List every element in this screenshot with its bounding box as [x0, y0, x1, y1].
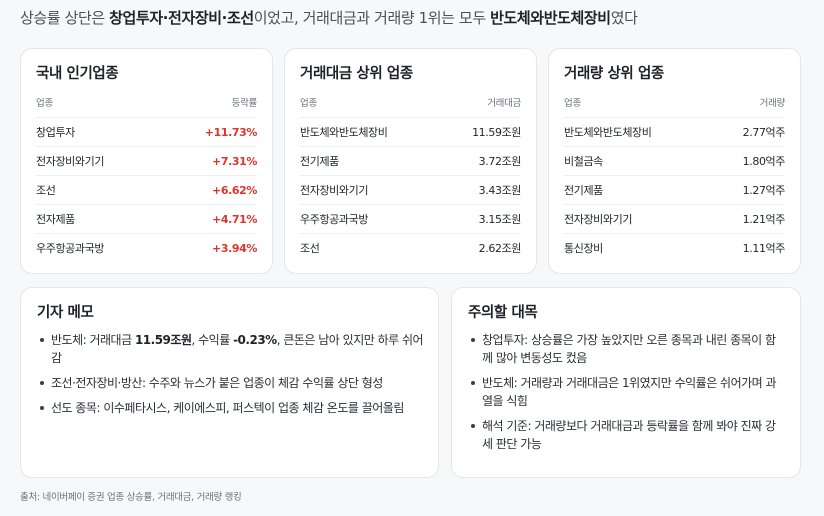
caution-item: 해석 기준: 거래량보다 거래대금과 등락률을 함께 봐야 진짜 강세 판단 가…	[468, 417, 786, 453]
table-row[interactable]: 반도체와반도체장비 11.59조원	[300, 117, 521, 146]
change-rate: +3.94%	[212, 241, 257, 255]
sector-name: 전자장비와기기	[300, 184, 369, 197]
sector-name: 반도체와반도체장비	[564, 126, 652, 139]
trading-value: 11.59조원	[472, 126, 521, 139]
table-row[interactable]: 전자장비와기기 3.43조원	[300, 175, 521, 204]
headline-leader: 반도체와반도체장비	[490, 9, 611, 27]
table-row[interactable]: 전기제품 3.72조원	[300, 146, 521, 175]
source-note: 출처: 네이버페이 증권 업종 상승률, 거래대금, 거래량 랭킹	[20, 492, 242, 503]
change-rate: +11.73%	[204, 125, 258, 139]
table-row[interactable]: 조선 +6.62%	[36, 175, 257, 204]
memo-list: 반도체: 거래대금 11.59조원, 수익률 -0.23%, 큰돈은 남아 있지…	[37, 331, 424, 424]
table-body: 창업투자 +11.73% 전자장비와기기 +7.31% 조선 +6.62% 전자제품 +…	[36, 117, 257, 262]
card-title: 국내 인기업종	[36, 66, 119, 82]
column-header-sector: 업종	[36, 98, 53, 109]
trading-value: 2.62조원	[478, 242, 522, 255]
table-row[interactable]: 전기제품 1.27억주	[564, 175, 785, 204]
sector-name: 반도체와반도체장비	[300, 126, 388, 139]
table-row[interactable]: 창업투자 +11.73%	[36, 117, 257, 146]
memo-item: 선도 종목: 이수페타시스, 케이에스피, 퍼스텍이 업종 체감 온도를 끌어올…	[37, 399, 424, 417]
column-header-trading-value: 거래대금	[487, 98, 521, 109]
trading-volume-card: 거래량 상위 업종 업종 거래량 반도체와반도체장비 2.77억주 비철금속 1.8…	[548, 48, 801, 274]
change-rate: +6.62%	[212, 183, 257, 197]
popular-sectors-card: 국내 인기업종 업종 등락률 창업투자 +11.73% 전자장비와기기 +7.31%…	[20, 48, 273, 274]
change-rate: +7.31%	[212, 154, 257, 168]
table-row[interactable]: 반도체와반도체장비 2.77억주	[564, 117, 785, 146]
memo-item-mid: , 수익률	[191, 333, 234, 347]
sector-name: 전기제품	[300, 155, 339, 168]
trading-volume: 1.80억주	[742, 155, 786, 168]
trading-value: 3.72조원	[478, 155, 522, 168]
table-header: 업종 거래대금	[300, 95, 521, 117]
sector-name: 우주항공과국방	[36, 242, 105, 255]
headline-top-sectors: 창업투자·전자장비·조선	[109, 9, 254, 27]
trading-volume: 1.11억주	[742, 242, 786, 255]
table-row[interactable]: 조선 2.62조원	[300, 233, 521, 262]
trading-volume: 1.21억주	[742, 213, 786, 226]
headline-prefix: 상승률 상단은	[20, 9, 110, 27]
headline-middle: 이었고, 거래대금과 거래량 1위는 모두	[253, 9, 491, 27]
trading-volume: 1.27억주	[742, 184, 786, 197]
table-row[interactable]: 전자장비와기기 +7.31%	[36, 146, 257, 175]
memo-item: 반도체: 거래대금 11.59조원, 수익률 -0.23%, 큰돈은 남아 있지…	[37, 331, 424, 367]
memo-item: 조선·전자장비·방산: 수주와 뉴스가 붙은 업종이 체감 수익률 상단 형성	[37, 374, 424, 392]
memo-item-lead: 반도체: 거래대금	[51, 333, 135, 347]
trading-value-card: 거래대금 상위 업종 업종 거래대금 반도체와반도체장비 11.59조원 전기제품…	[284, 48, 537, 274]
card-title: 거래대금 상위 업종	[300, 66, 413, 82]
table-row[interactable]: 비철금속 1.80억주	[564, 146, 785, 175]
trading-volume: 2.77억주	[742, 126, 786, 139]
memo-title: 기자 메모	[37, 305, 94, 321]
trading-value: 3.15조원	[478, 213, 522, 226]
memo-item-bold-value: 11.59조원	[134, 333, 192, 347]
change-rate: +4.71%	[212, 212, 257, 226]
sector-name: 우주항공과국방	[300, 213, 369, 226]
table-body: 반도체와반도체장비 11.59조원 전기제품 3.72조원 전자장비와기기 3.43조…	[300, 117, 521, 262]
sector-name: 비철금속	[564, 155, 603, 168]
table-row[interactable]: 전자제품 +4.71%	[36, 204, 257, 233]
sector-name: 조선	[36, 184, 56, 197]
sector-name: 조선	[300, 242, 320, 255]
column-header-sector: 업종	[300, 98, 317, 109]
memo-item-bold-rate: -0.23%	[233, 333, 277, 347]
table-header: 업종 거래량	[564, 95, 785, 117]
table-header: 업종 등락률	[36, 95, 257, 117]
column-header-sector: 업종	[564, 98, 581, 109]
caution-card: 주의할 대목 창업투자: 상승률은 가장 높았지만 오른 종목과 내린 종목이 …	[451, 287, 801, 478]
sector-name: 통신장비	[564, 242, 603, 255]
memo-item-tail: , 큰돈은 남아 있지만 하루 쉬어 감	[51, 333, 424, 365]
sector-name: 창업투자	[36, 126, 75, 139]
reporter-memo-card: 기자 메모 반도체: 거래대금 11.59조원, 수익률 -0.23%, 큰돈은…	[20, 287, 439, 478]
headline: 상승률 상단은 창업투자·전자장비·조선이었고, 거래대금과 거래량 1위는 모…	[20, 7, 810, 29]
table-row[interactable]: 우주항공과국방 3.15조원	[300, 204, 521, 233]
headline-suffix: 였다	[610, 9, 638, 27]
table-body: 반도체와반도체장비 2.77억주 비철금속 1.80억주 전기제품 1.27억주 전자…	[564, 117, 785, 262]
table-row[interactable]: 우주항공과국방 +3.94%	[36, 233, 257, 262]
trading-value: 3.43조원	[478, 184, 522, 197]
table-row[interactable]: 통신장비 1.11억주	[564, 233, 785, 262]
column-header-volume: 거래량	[759, 98, 786, 109]
column-header-change: 등락률	[231, 98, 258, 109]
caution-list: 창업투자: 상승률은 가장 높았지만 오른 종목과 내린 종목이 함께 많아 변…	[468, 331, 786, 460]
card-title: 거래량 상위 업종	[564, 66, 664, 82]
sector-name: 전자장비와기기	[36, 155, 105, 168]
sector-name: 전자장비와기기	[564, 213, 633, 226]
caution-title: 주의할 대목	[468, 305, 538, 321]
caution-item: 반도체: 거래량과 거래대금은 1위였지만 수익률은 쉬어가며 과열을 식힘	[468, 374, 786, 410]
table-row[interactable]: 전자장비와기기 1.21억주	[564, 204, 785, 233]
sector-name: 전기제품	[564, 184, 603, 197]
sector-name: 전자제품	[36, 213, 75, 226]
caution-item: 창업투자: 상승률은 가장 높았지만 오른 종목과 내린 종목이 함께 많아 변…	[468, 331, 786, 367]
